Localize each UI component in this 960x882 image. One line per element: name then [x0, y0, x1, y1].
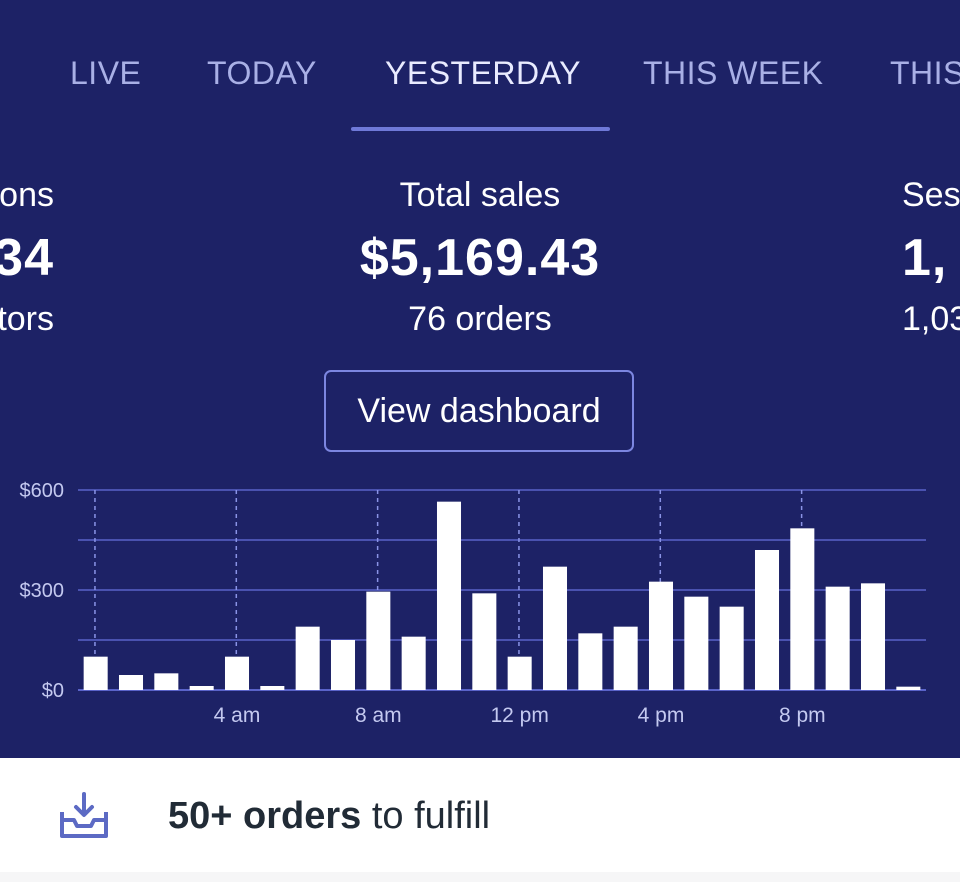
- bar-1-am: [118, 675, 144, 690]
- fulfill-count: 50+ orders: [168, 795, 362, 837]
- tab-this-week[interactable]: THIS WEEK: [643, 55, 824, 91]
- bar-4-am: [224, 656, 250, 690]
- metric-right-sub: 1,03: [902, 300, 960, 338]
- y-tick-label: $600: [20, 480, 65, 502]
- active-tab-indicator: [351, 127, 610, 131]
- hourly-sales-chart: $0 $300 $600 4 am 8 am 12 pm 4 pm 8 pm: [20, 480, 926, 727]
- sales-summary-panel: LIVE TODAY YESTERDAY THIS WEEK THIS ons …: [0, 0, 960, 758]
- total-sales-value: $5,169.43: [359, 229, 601, 287]
- bar-11-am: [472, 593, 497, 690]
- bar-8-pm: [790, 528, 815, 690]
- bar-5-am: [260, 686, 285, 690]
- x-tick-label: 12 pm: [490, 704, 548, 727]
- bar-1-pm: [542, 566, 568, 690]
- bar-6-am: [295, 626, 320, 690]
- bar-8-am: [366, 591, 391, 690]
- bar-2-pm: [578, 633, 603, 690]
- bar-3-am: [189, 686, 214, 690]
- bar-9-am: [401, 636, 426, 690]
- inbox-download-icon: [60, 792, 108, 838]
- x-tick-label: 8 am: [355, 704, 402, 727]
- fulfill-suffix: to fulfill: [361, 795, 491, 837]
- view-dashboard-button[interactable]: View dashboard: [324, 370, 634, 452]
- period-tabs: LIVE TODAY YESTERDAY THIS WEEK THIS: [0, 0, 960, 135]
- bar-12-pm: [507, 656, 532, 690]
- tab-live[interactable]: LIVE: [70, 55, 142, 91]
- bar-7-pm: [754, 550, 780, 690]
- total-sales-title: Total sales: [399, 176, 561, 214]
- x-tick-label: 4 pm: [638, 704, 685, 727]
- tab-today[interactable]: TODAY: [207, 55, 317, 91]
- bar-4-pm: [648, 581, 674, 690]
- bar-10-am: [436, 501, 462, 690]
- bar-3-pm: [613, 626, 638, 690]
- total-sales-orders: 76 orders: [408, 300, 552, 338]
- tab-this-month[interactable]: THIS: [890, 55, 960, 91]
- metric-left-value: 34: [0, 229, 54, 287]
- metric-right-value: 1,: [902, 229, 948, 287]
- bar-6-pm: [719, 606, 744, 690]
- metric-left-sub: tors: [0, 300, 54, 338]
- fulfill-orders-row[interactable]: [0, 758, 960, 872]
- tab-yesterday[interactable]: YESTERDAY: [385, 55, 581, 91]
- bar-7-am: [330, 640, 356, 690]
- x-tick-label: 8 pm: [779, 704, 826, 727]
- bar-10-pm: [860, 583, 886, 690]
- bar-9-pm: [825, 586, 850, 690]
- y-tick-label: $0: [42, 680, 64, 702]
- bar-11-pm: [896, 686, 921, 690]
- bar-2-am: [154, 673, 179, 690]
- bar-5-pm: [684, 596, 709, 690]
- y-tick-label: $300: [20, 580, 65, 602]
- fulfill-orders-label[interactable]: 50+ orders to fulfill: [168, 795, 490, 838]
- metric-left-title: ons: [0, 176, 54, 214]
- bar-12-am: [83, 656, 108, 690]
- x-tick-label: 4 am: [214, 704, 261, 727]
- metric-right-title: Ses: [902, 176, 960, 214]
